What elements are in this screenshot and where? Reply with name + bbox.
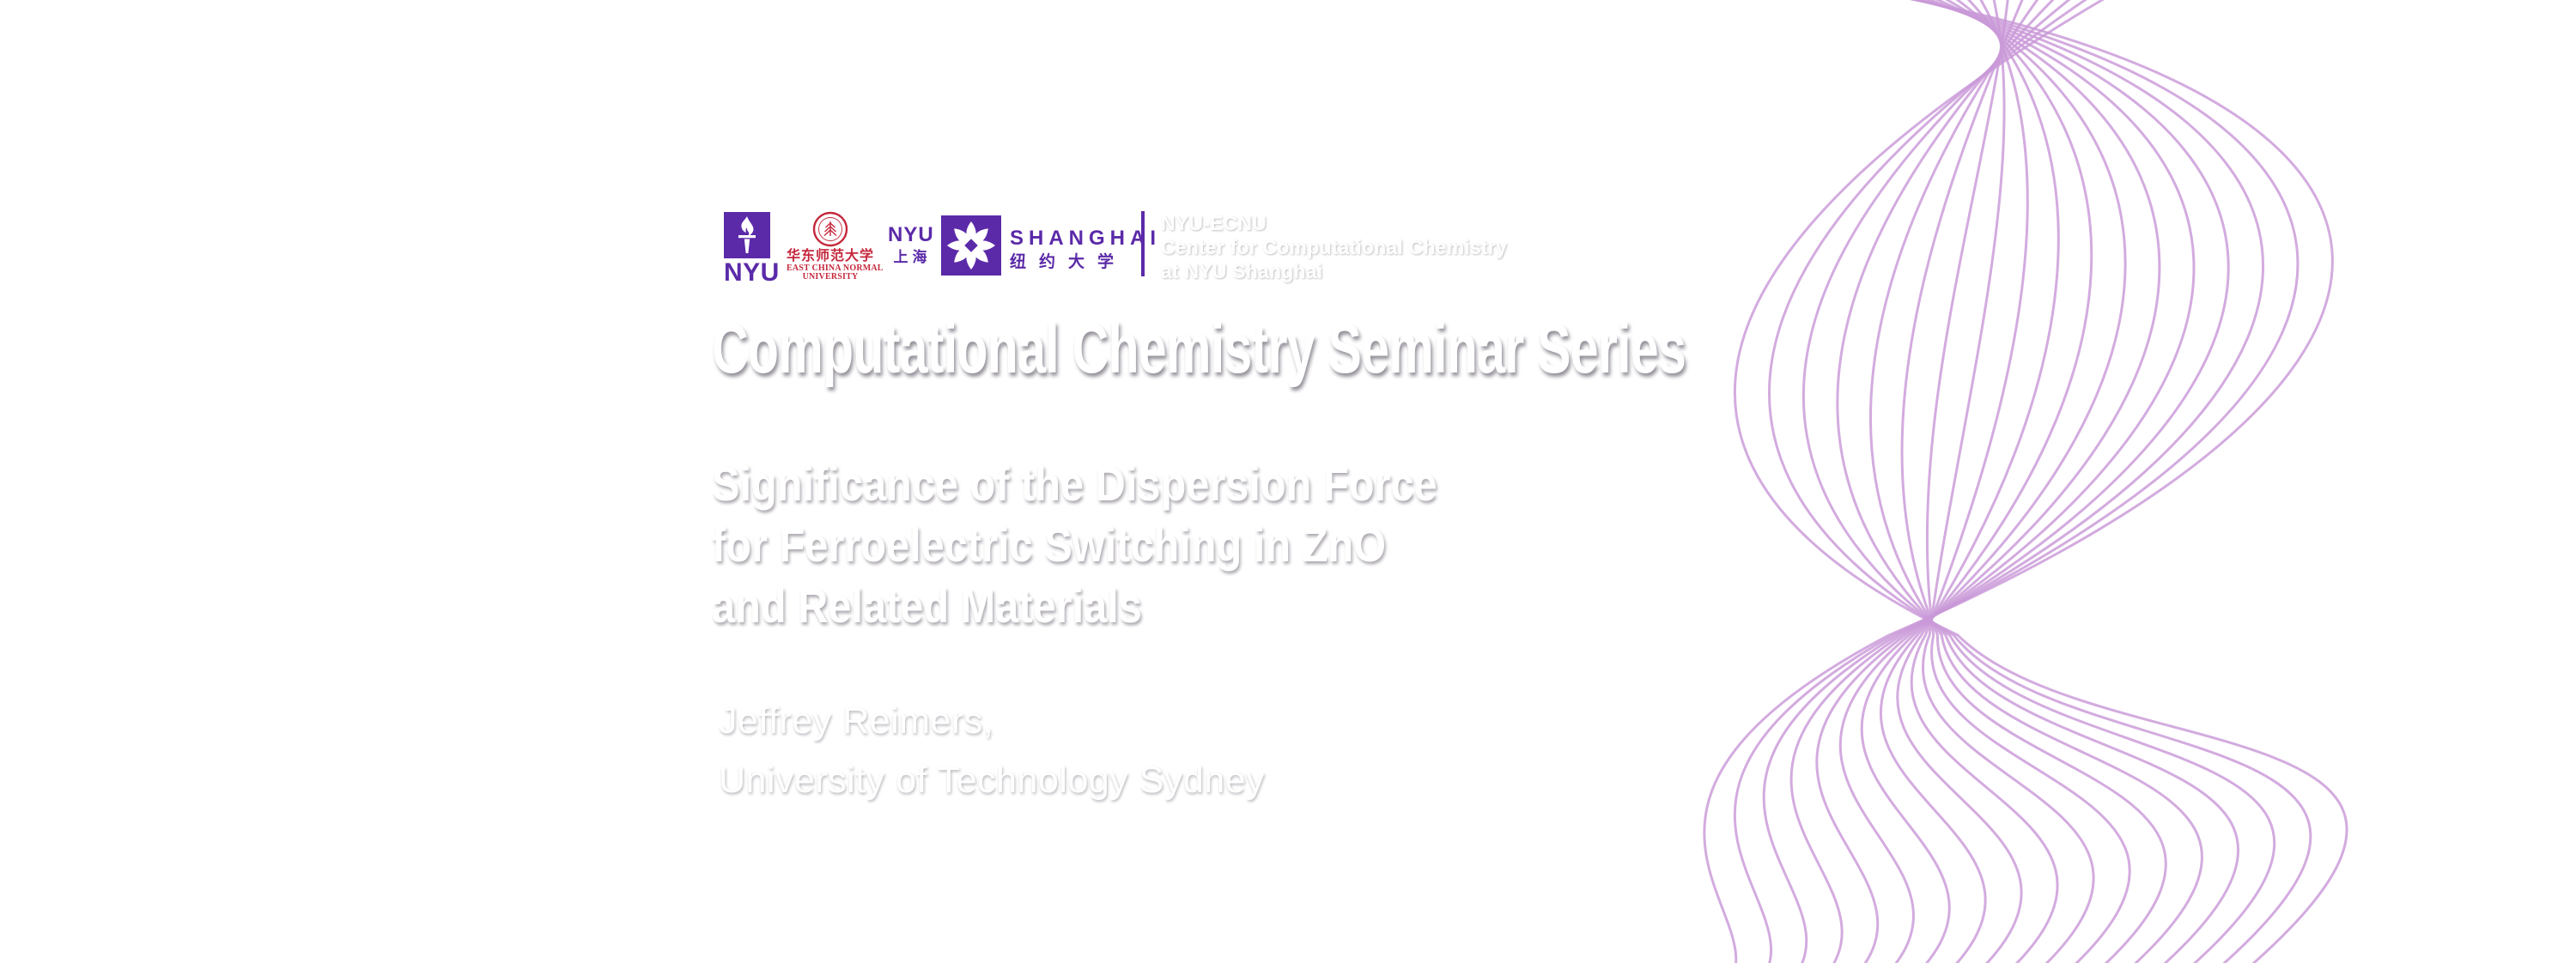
nyu-logo: NYU (724, 212, 780, 287)
talk-title-line1: Significance of the Dispersion Force (712, 457, 1437, 511)
nyu-shanghai-cn-text: 上海 (893, 249, 932, 265)
ecnu-name-line2: UNIVERSITY (802, 272, 859, 282)
nyu-shanghai-logo-square (941, 215, 1001, 276)
nyu-wordmark: NYU (724, 258, 780, 287)
center-name-line2: Center for Computational Chemistry (1161, 236, 1507, 258)
ecnu-seal-icon (812, 211, 848, 247)
shanghai-en-text: SHANGHAI (1010, 227, 1162, 250)
wave-decoration (1703, 0, 2348, 963)
speaker-affiliation: University of Technology Sydney (719, 760, 1266, 801)
talk-title-line3: and Related Materials (712, 578, 1142, 633)
ecnu-name-line1: EAST CHINA NORMAL (787, 263, 884, 273)
ecnu-calligraphy: 华东师范大学 (787, 249, 875, 263)
center-name-block: NYU-ECNU Center for Computational Chemis… (1161, 211, 1507, 283)
ecnu-logo: 华东师范大学 EAST CHINA NORMAL UNIVERSITY (787, 211, 884, 282)
series-title: Computational Chemistry Seminar Series (712, 310, 1686, 388)
speaker-block: Jeffrey Reimers, University of Technolog… (719, 692, 1265, 810)
talk-title-line2: for Ferroelectric Switching in ZnO (712, 518, 1387, 572)
magnolia-icon (947, 221, 995, 270)
speaker-name: Jeffrey Reimers, (719, 700, 994, 742)
nyu-logo-square (724, 212, 770, 258)
center-name-line3: at NYU Shanghai (1161, 260, 1323, 282)
talk-title: Significance of the Dispersion Force for… (712, 453, 1437, 636)
nyu-shanghai-name: SHANGHAI 纽约大学 (1010, 227, 1162, 271)
shanghai-cn-text: 纽约大学 (1010, 253, 1127, 271)
center-name-line1: NYU-ECNU (1161, 212, 1267, 234)
nyu-shanghai-nyu-text: NYU (888, 223, 934, 246)
torch-icon (738, 216, 756, 253)
logo-divider (1141, 211, 1145, 276)
nyu-shanghai-wordmark: NYU 上海 (888, 223, 934, 265)
